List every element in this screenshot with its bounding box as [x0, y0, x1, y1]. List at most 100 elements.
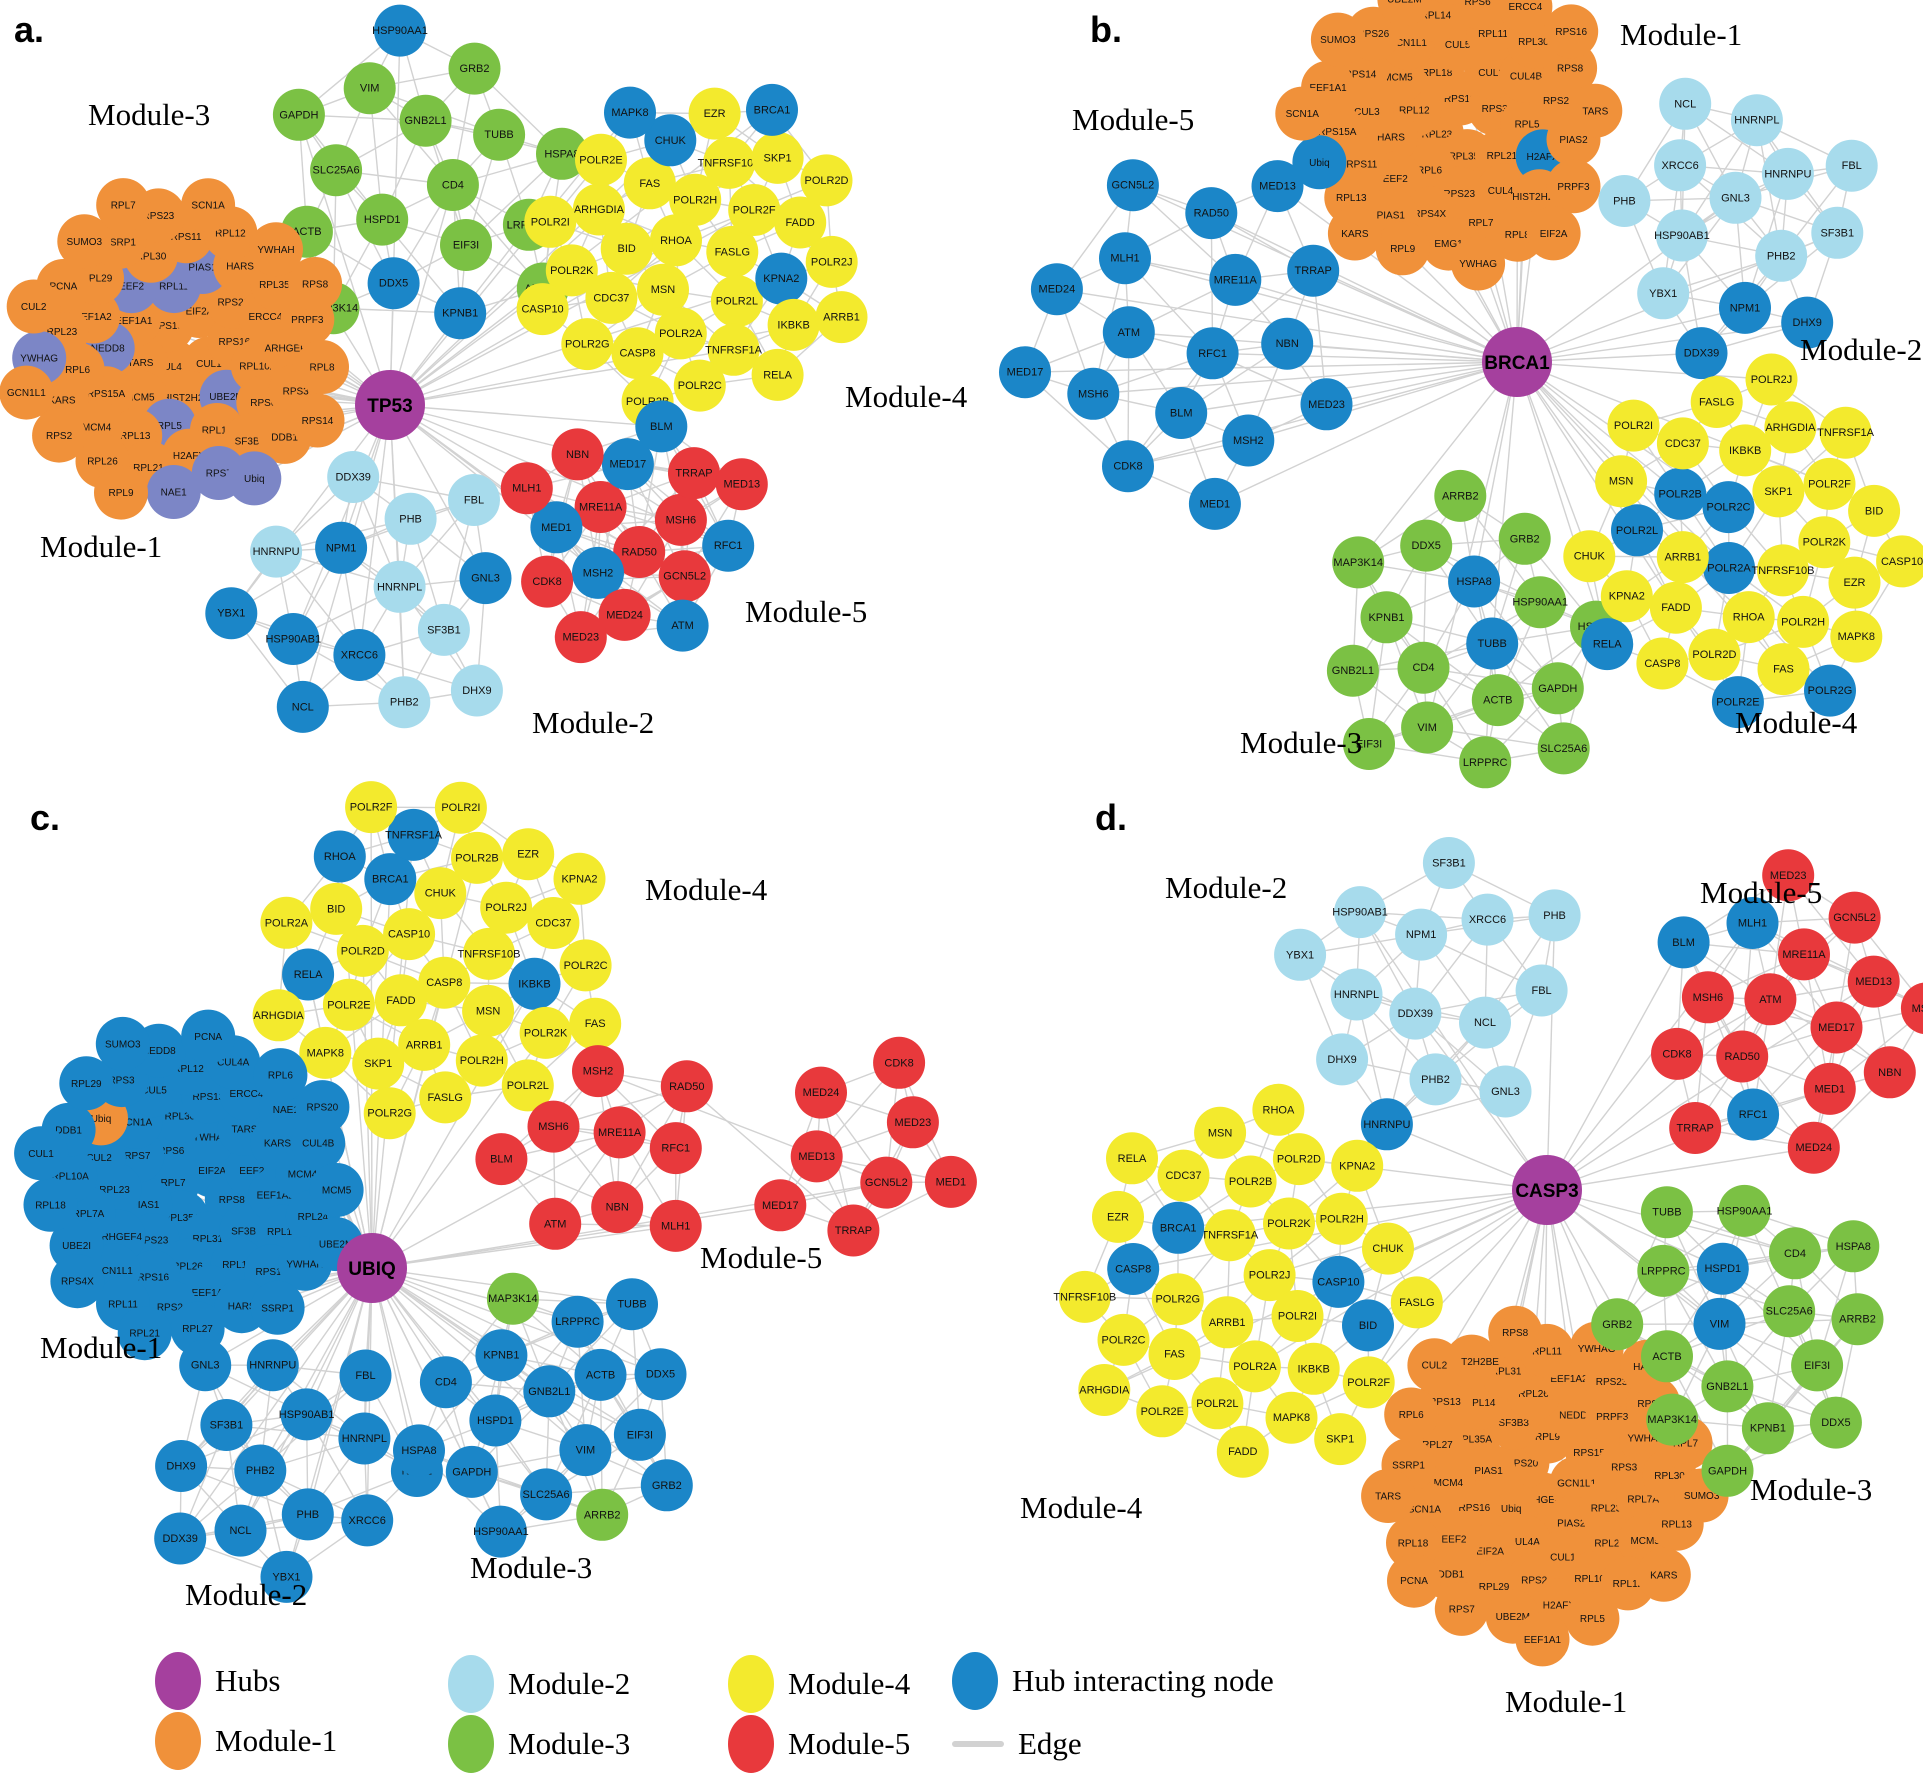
protein-node[interactable]: [345, 781, 398, 834]
protein-node[interactable]: [234, 1444, 287, 1497]
protein-node[interactable]: [253, 1048, 308, 1103]
protein-node[interactable]: [1451, 236, 1506, 291]
protein-node[interactable]: [1703, 542, 1755, 594]
protein-node[interactable]: [1641, 1330, 1693, 1383]
protein-node[interactable]: [295, 340, 349, 394]
protein-node[interactable]: [1563, 530, 1616, 583]
protein-node[interactable]: [873, 1036, 926, 1089]
protein-node[interactable]: [414, 867, 467, 920]
protein-node[interactable]: [551, 1295, 604, 1348]
protein-node[interactable]: [1636, 637, 1689, 690]
protein-node[interactable]: [751, 131, 804, 184]
protein-node[interactable]: [282, 948, 335, 1001]
protein-node[interactable]: [1360, 591, 1413, 644]
protein-node[interactable]: [593, 1106, 646, 1159]
protein-node[interactable]: [1637, 1244, 1690, 1297]
protein-node[interactable]: [529, 1197, 582, 1250]
protein-node[interactable]: [1637, 267, 1690, 320]
protein-node[interactable]: [434, 287, 487, 340]
protein-node[interactable]: [333, 629, 386, 681]
protein-node[interactable]: [1515, 964, 1568, 1017]
protein-node[interactable]: [1099, 232, 1151, 285]
protein-node[interactable]: [272, 88, 325, 141]
hub-node[interactable]: [1482, 327, 1552, 397]
protein-node[interactable]: [754, 1179, 807, 1232]
protein-node[interactable]: [1831, 1293, 1884, 1346]
protein-node[interactable]: [383, 908, 436, 961]
protein-node[interactable]: [1514, 576, 1567, 629]
protein-node[interactable]: [1778, 928, 1830, 981]
protein-node[interactable]: [702, 519, 755, 572]
protein-node[interactable]: [545, 244, 598, 297]
protein-node[interactable]: [418, 956, 471, 1009]
protein-node[interactable]: [1787, 1121, 1840, 1174]
protein-node[interactable]: [527, 897, 580, 949]
protein-node[interactable]: [1804, 664, 1856, 717]
protein-node[interactable]: [364, 853, 417, 906]
protein-node[interactable]: [520, 1468, 573, 1521]
protein-node[interactable]: [117, 1306, 172, 1361]
protein-node[interactable]: [352, 1037, 405, 1090]
protein-node[interactable]: [1263, 1197, 1315, 1250]
protein-node[interactable]: [1191, 1377, 1244, 1430]
protein-node[interactable]: [530, 501, 583, 554]
protein-node[interactable]: [1332, 536, 1385, 589]
protein-node[interactable]: [0, 365, 54, 420]
protein-node[interactable]: [1216, 1425, 1269, 1478]
protein-node[interactable]: [1568, 83, 1623, 138]
protein-node[interactable]: [654, 307, 707, 360]
protein-node[interactable]: [1515, 1612, 1570, 1667]
protein-node[interactable]: [536, 127, 588, 180]
protein-node[interactable]: [728, 184, 781, 236]
protein-node[interactable]: [1757, 643, 1810, 696]
protein-node[interactable]: [1763, 1285, 1816, 1338]
protein-node[interactable]: [860, 1156, 913, 1209]
protein-node[interactable]: [1681, 971, 1734, 1024]
protein-node[interactable]: [426, 159, 479, 211]
protein-node[interactable]: [576, 1488, 629, 1541]
protein-node[interactable]: [1819, 406, 1872, 459]
protein-node[interactable]: [94, 465, 148, 520]
protein-node[interactable]: [309, 1163, 364, 1217]
protein-node[interactable]: [502, 828, 555, 881]
protein-node[interactable]: [1711, 676, 1764, 729]
protein-node[interactable]: [1243, 1249, 1296, 1302]
protein-node[interactable]: [1401, 701, 1454, 754]
protein-node[interactable]: [246, 1339, 299, 1392]
protein-node[interactable]: [1265, 1391, 1318, 1444]
protein-node[interactable]: [574, 1348, 627, 1401]
protein-node[interactable]: [181, 1009, 236, 1064]
protein-node[interactable]: [1386, 1515, 1440, 1570]
protein-node[interactable]: [250, 525, 303, 578]
protein-node[interactable]: [1106, 159, 1159, 212]
protein-node[interactable]: [600, 222, 653, 275]
protein-node[interactable]: [1448, 555, 1501, 608]
protein-node[interactable]: [585, 271, 638, 324]
protein-node[interactable]: [1828, 891, 1881, 944]
protein-node[interactable]: [451, 831, 503, 884]
protein-node[interactable]: [1744, 973, 1797, 1026]
protein-node[interactable]: [1755, 229, 1808, 282]
protein-node[interactable]: [1300, 378, 1353, 431]
protein-node[interactable]: [751, 348, 804, 401]
protein-node[interactable]: [1769, 1227, 1821, 1280]
protein-node[interactable]: [1185, 187, 1238, 240]
protein-node[interactable]: [146, 465, 201, 519]
protein-node[interactable]: [1315, 1192, 1368, 1245]
protein-node[interactable]: [1314, 1413, 1367, 1466]
protein-node[interactable]: [1752, 465, 1805, 518]
protein-node[interactable]: [338, 1412, 391, 1465]
protein-node[interactable]: [1466, 617, 1519, 670]
protein-node[interactable]: [559, 939, 612, 992]
protein-node[interactable]: [398, 1018, 451, 1071]
protein-node[interactable]: [1275, 86, 1330, 141]
protein-node[interactable]: [336, 924, 389, 977]
protein-node[interactable]: [649, 1122, 702, 1175]
protein-node[interactable]: [1479, 1065, 1532, 1118]
protein-node[interactable]: [669, 173, 722, 226]
protein-node[interactable]: [1565, 1591, 1620, 1646]
protein-node[interactable]: [1459, 996, 1511, 1049]
protein-node[interactable]: [1654, 467, 1707, 520]
protein-node[interactable]: [1531, 662, 1584, 715]
protein-node[interactable]: [1537, 722, 1590, 775]
